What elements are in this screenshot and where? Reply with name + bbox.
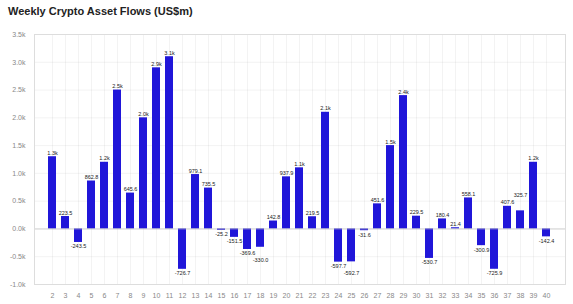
svg-text:558.1: 558.1 xyxy=(462,191,476,197)
svg-text:17: 17 xyxy=(244,292,252,299)
svg-text:142.8: 142.8 xyxy=(267,214,281,220)
svg-text:-592.7: -592.7 xyxy=(344,270,360,276)
svg-text:13: 13 xyxy=(192,292,200,299)
svg-text:2.0k: 2.0k xyxy=(12,114,26,121)
svg-text:-300.9: -300.9 xyxy=(474,247,490,253)
svg-text:229.5: 229.5 xyxy=(410,209,424,215)
svg-text:3.1k: 3.1k xyxy=(164,50,175,56)
svg-text:223.5: 223.5 xyxy=(59,210,73,216)
svg-text:325.7: 325.7 xyxy=(514,192,528,198)
svg-text:1.5k: 1.5k xyxy=(385,139,396,145)
svg-text:25: 25 xyxy=(348,292,356,299)
svg-text:1.5k: 1.5k xyxy=(12,142,26,149)
svg-text:3.5k: 3.5k xyxy=(12,31,26,38)
svg-text:32: 32 xyxy=(439,292,447,299)
svg-text:40: 40 xyxy=(543,292,551,299)
svg-text:2.0k: 2.0k xyxy=(138,111,149,117)
svg-text:2.1k: 2.1k xyxy=(320,105,331,111)
svg-text:5: 5 xyxy=(90,292,94,299)
svg-text:19: 19 xyxy=(270,292,278,299)
svg-text:937.9: 937.9 xyxy=(280,170,294,176)
svg-text:8: 8 xyxy=(129,292,133,299)
svg-text:18: 18 xyxy=(257,292,265,299)
svg-text:-330.0: -330.0 xyxy=(253,257,269,263)
svg-text:0.5k: 0.5k xyxy=(12,197,26,204)
svg-text:22: 22 xyxy=(309,292,317,299)
svg-text:21.4: 21.4 xyxy=(450,221,461,227)
svg-text:451.6: 451.6 xyxy=(371,197,385,203)
svg-text:30: 30 xyxy=(413,292,421,299)
svg-text:2.9k: 2.9k xyxy=(151,61,162,67)
svg-text:27: 27 xyxy=(374,292,382,299)
svg-text:1.2k: 1.2k xyxy=(528,155,539,161)
svg-text:16: 16 xyxy=(231,292,239,299)
svg-text:-1.0k: -1.0k xyxy=(10,281,26,288)
svg-text:12: 12 xyxy=(179,292,187,299)
svg-text:9: 9 xyxy=(142,292,146,299)
svg-text:23: 23 xyxy=(322,292,330,299)
svg-text:2.5k: 2.5k xyxy=(12,86,26,93)
svg-text:979.1: 979.1 xyxy=(189,168,203,174)
svg-text:0.0k: 0.0k xyxy=(12,225,26,232)
svg-text:26: 26 xyxy=(361,292,369,299)
svg-text:-31.6: -31.6 xyxy=(358,232,371,238)
svg-text:36: 36 xyxy=(491,292,499,299)
svg-text:10: 10 xyxy=(153,292,161,299)
svg-text:1.3k: 1.3k xyxy=(47,150,58,156)
svg-text:180.4: 180.4 xyxy=(436,212,450,218)
svg-text:645.6: 645.6 xyxy=(124,186,138,192)
svg-text:37: 37 xyxy=(504,292,512,299)
svg-text:29: 29 xyxy=(400,292,408,299)
svg-text:38: 38 xyxy=(517,292,525,299)
svg-text:-151.5: -151.5 xyxy=(227,238,243,244)
svg-text:34: 34 xyxy=(465,292,473,299)
svg-text:2: 2 xyxy=(51,292,55,299)
svg-text:2.4k: 2.4k xyxy=(398,89,409,95)
svg-text:31: 31 xyxy=(426,292,434,299)
html-text:Weekly Crypto Asset Flows (US$: Weekly Crypto Asset Flows (US$m) xyxy=(8,5,193,17)
svg-text:735.5: 735.5 xyxy=(202,181,216,187)
svg-text:-243.5: -243.5 xyxy=(71,243,87,249)
svg-text:-142.4: -142.4 xyxy=(539,238,555,244)
svg-text:2.5k: 2.5k xyxy=(112,83,123,89)
svg-text:24: 24 xyxy=(335,292,343,299)
svg-text:7: 7 xyxy=(116,292,120,299)
svg-text:-369.6: -369.6 xyxy=(240,250,256,256)
svg-text:28: 28 xyxy=(387,292,395,299)
svg-text:-725.9: -725.9 xyxy=(487,270,503,276)
svg-text:3: 3 xyxy=(64,292,68,299)
svg-text:1.1k: 1.1k xyxy=(294,161,305,167)
svg-text:-726.7: -726.7 xyxy=(175,270,191,276)
svg-text:-25.2: -25.2 xyxy=(215,231,228,237)
svg-text:-530.7: -530.7 xyxy=(422,259,438,265)
svg-text:39: 39 xyxy=(530,292,538,299)
svg-text:219.5: 219.5 xyxy=(306,210,320,216)
svg-text:407.6: 407.6 xyxy=(501,199,515,205)
svg-text:4: 4 xyxy=(77,292,81,299)
svg-text:33: 33 xyxy=(452,292,460,299)
svg-text:-597.7: -597.7 xyxy=(331,263,347,269)
svg-text:862.8: 862.8 xyxy=(85,174,99,180)
svg-text:3.0k: 3.0k xyxy=(12,59,26,66)
svg-text:6: 6 xyxy=(103,292,107,299)
svg-text:14: 14 xyxy=(205,292,213,299)
svg-text:35: 35 xyxy=(478,292,486,299)
svg-text:11: 11 xyxy=(166,292,173,299)
svg-text:21: 21 xyxy=(296,292,304,299)
svg-text:15: 15 xyxy=(218,292,226,299)
svg-text:-0.5k: -0.5k xyxy=(10,253,26,260)
svg-text:1.0k: 1.0k xyxy=(12,170,26,177)
svg-text:1.2k: 1.2k xyxy=(99,155,110,161)
svg-text:20: 20 xyxy=(283,292,291,299)
